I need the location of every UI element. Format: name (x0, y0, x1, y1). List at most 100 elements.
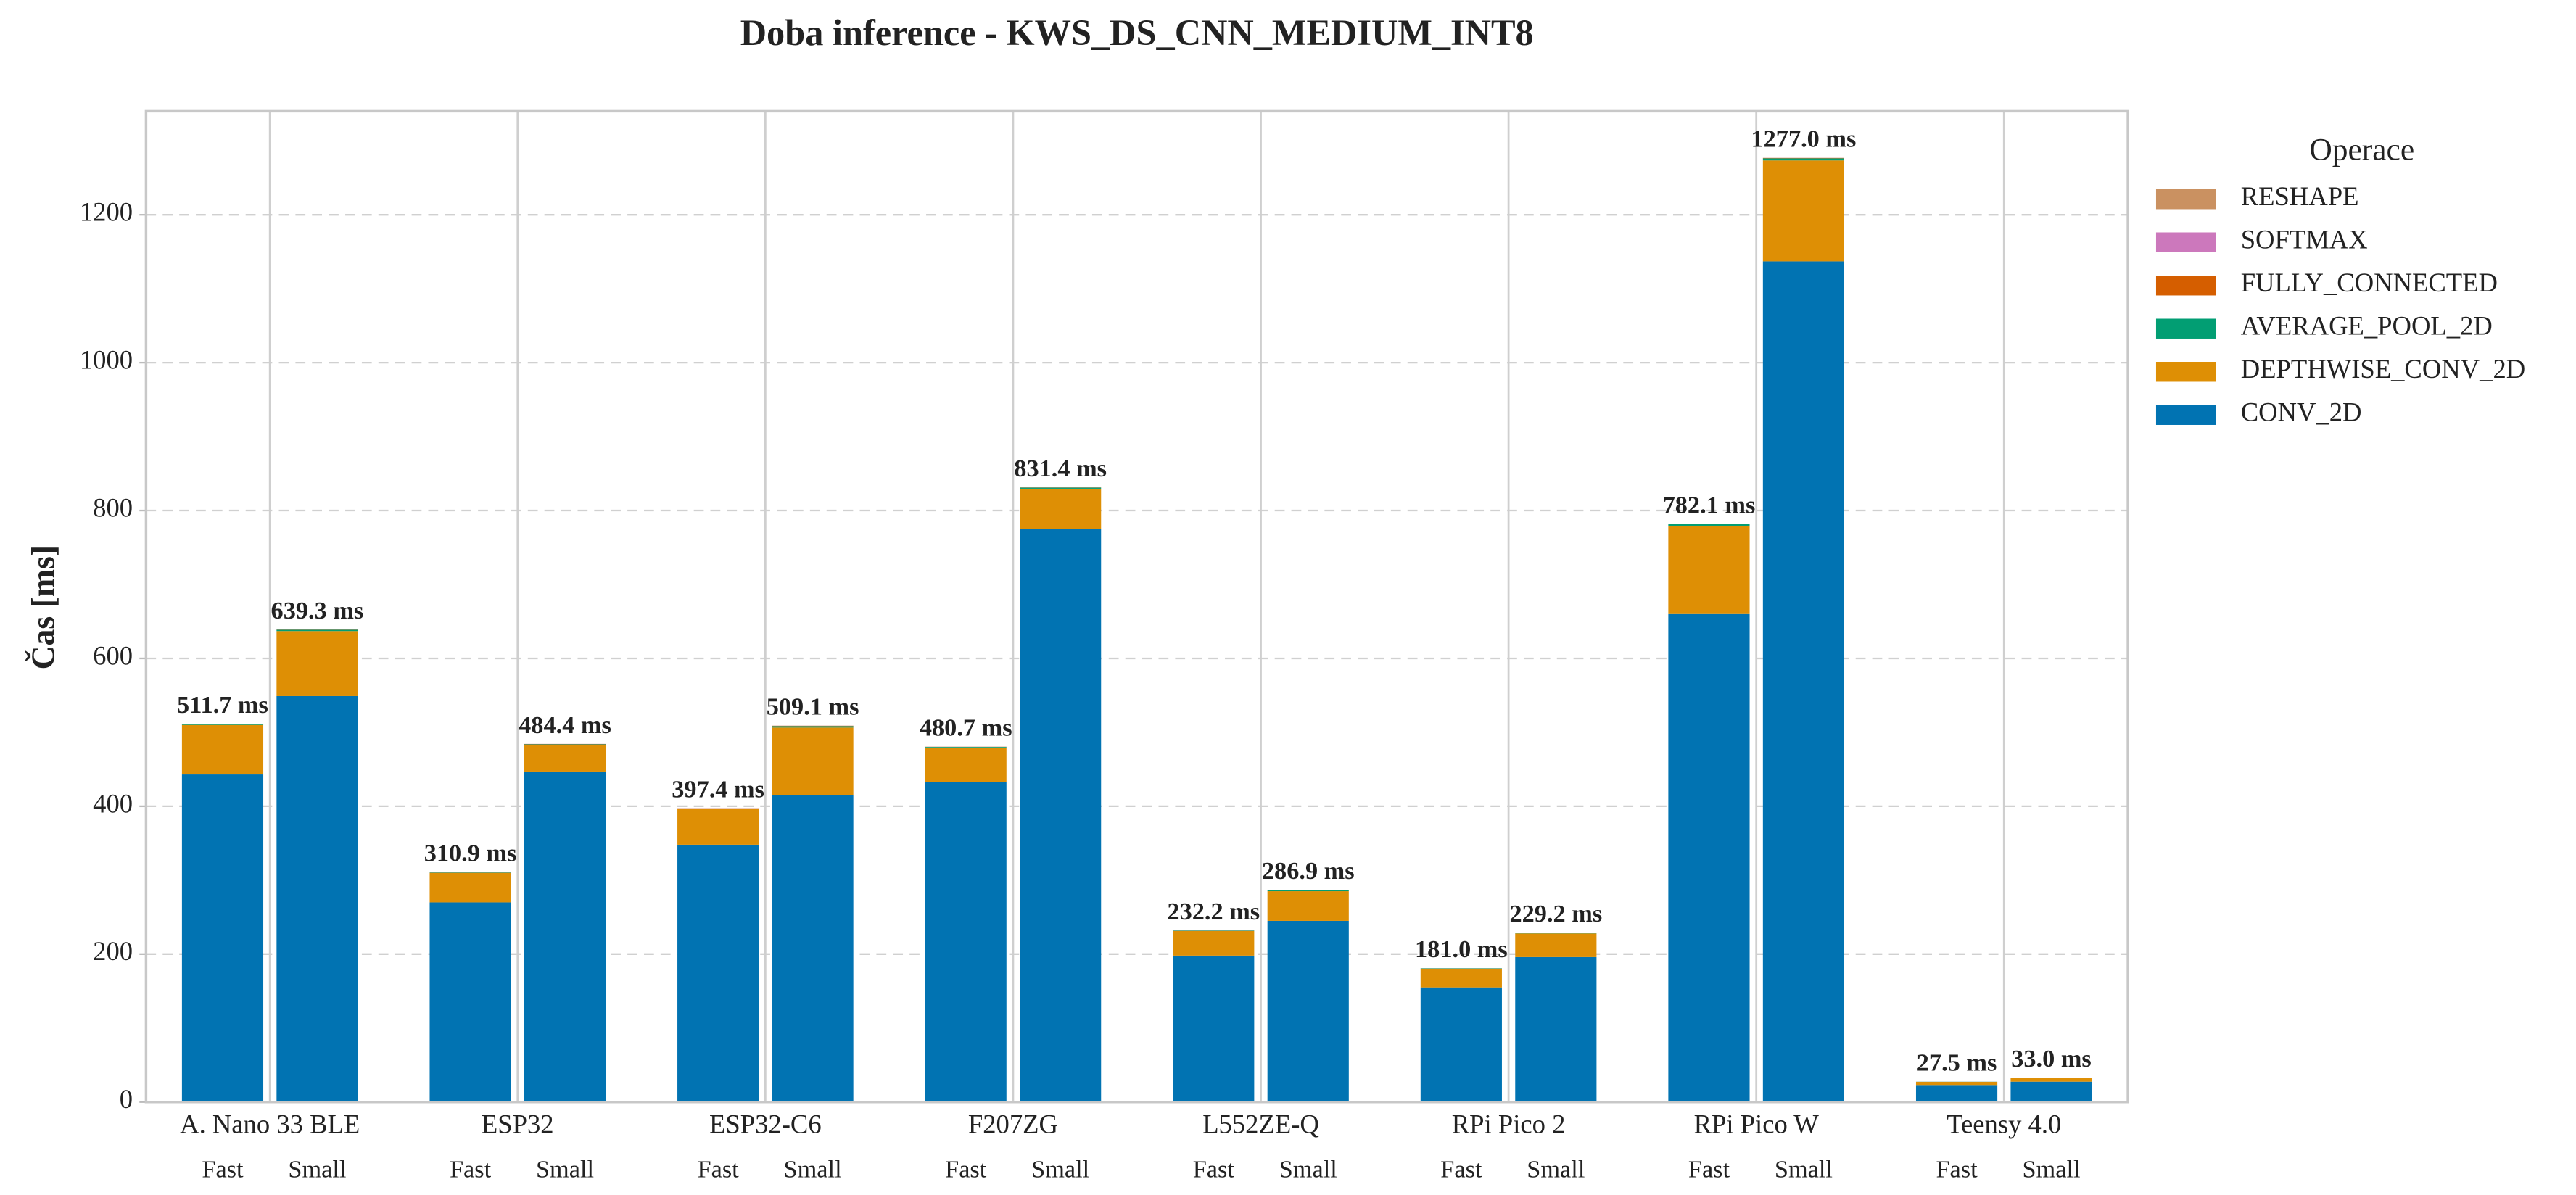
bar-segment (2010, 1081, 2092, 1102)
total-label: 229.2 ms (1509, 900, 1602, 927)
bar-segment (1173, 955, 1255, 1102)
bar-segment (524, 745, 606, 772)
y-tick-label: 200 (93, 936, 133, 966)
bar-segment (181, 724, 264, 725)
bar-segment (1420, 968, 1502, 969)
total-label: 484.4 ms (519, 711, 611, 739)
y-tick-label: 800 (93, 492, 133, 522)
bar-segment (276, 629, 358, 632)
x-tick-label: RPi Pico 2 (1452, 1109, 1566, 1138)
y-axis-label: Čas [ms] (25, 545, 62, 670)
legend-label: FULLY_CONNECTED (2241, 268, 2498, 297)
bar-segment (1915, 1082, 1998, 1086)
legend-label: CONV_2D (2241, 397, 2362, 427)
x-tick-label: ESP32-C6 (709, 1109, 822, 1138)
bar-segment (276, 631, 358, 696)
total-label: 181.0 ms (1415, 935, 1508, 963)
bar-segment (1267, 920, 1349, 1102)
x-tick-label: ESP32 (482, 1109, 554, 1138)
bar-segment (276, 695, 358, 1102)
legend-label: DEPTHWISE_CONV_2D (2241, 354, 2526, 384)
bar-segment (1173, 930, 1255, 931)
sub-label: Fast (1936, 1156, 1978, 1183)
bar-segment (772, 795, 854, 1102)
bar-segment (1915, 1085, 1998, 1102)
chart-title: Doba inference - KWS_DS_CNN_MEDIUM_INT8 (740, 12, 1534, 53)
bar-segment (181, 724, 264, 775)
sub-label: Fast (945, 1156, 987, 1183)
bar-segment (1420, 987, 1502, 1102)
total-label: 639.3 ms (271, 597, 364, 624)
sub-label: Small (784, 1156, 842, 1183)
bar-segment (1173, 930, 1255, 956)
bar-segment (1762, 261, 1844, 1102)
x-tick-label: F207ZG (968, 1109, 1058, 1138)
sub-label: Small (1031, 1156, 1089, 1183)
bar-segment (524, 744, 606, 745)
bar-segment (1020, 529, 1102, 1102)
legend-label: AVERAGE_POOL_2D (2241, 311, 2493, 341)
sub-label: Fast (450, 1156, 492, 1183)
bar-segment (1515, 956, 1597, 1102)
legend-swatch (2155, 232, 2216, 252)
sub-label: Fast (1440, 1156, 1482, 1183)
y-tick-label: 0 (120, 1084, 133, 1114)
sub-label: Small (1279, 1156, 1337, 1183)
legend-swatch (2155, 276, 2216, 296)
total-label: 232.2 ms (1167, 898, 1260, 925)
total-label: 33.0 ms (2011, 1045, 2092, 1072)
y-tick-label: 400 (93, 788, 133, 818)
total-label: 782.1 ms (1663, 491, 1756, 518)
total-label: 831.4 ms (1014, 455, 1107, 482)
x-tick-label: L552ZE-Q (1202, 1109, 1319, 1138)
bar-segment (429, 902, 511, 1102)
total-label: 397.4 ms (672, 776, 764, 803)
legend-title: Operace (2309, 133, 2414, 168)
bar-segment (429, 872, 511, 903)
bar-segment (1668, 526, 1750, 614)
bar-segment (1420, 968, 1502, 988)
bar-segment (524, 771, 606, 1102)
x-tick-label: RPi Pico W (1694, 1109, 1820, 1138)
legend-label: RESHAPE (2241, 181, 2359, 211)
bar-segment (772, 726, 854, 728)
bar-segment (1762, 158, 1844, 161)
y-tick-label: 1200 (80, 197, 133, 227)
total-label: 511.7 ms (177, 691, 268, 719)
bar-segment (181, 774, 264, 1102)
sub-label: Fast (1688, 1156, 1730, 1183)
bar-segment (925, 747, 1007, 782)
bar-segment (1668, 524, 1750, 526)
bar-segment (1762, 160, 1844, 262)
sub-label: Fast (698, 1156, 740, 1183)
bar-segment (1668, 613, 1750, 1102)
bar-segment (1762, 157, 1844, 159)
total-label: 27.5 ms (1917, 1049, 1997, 1077)
sub-label: Small (1775, 1156, 1833, 1183)
bar-segment (925, 747, 1007, 748)
legend-swatch (2155, 405, 2216, 425)
plot-frame (144, 109, 2129, 1104)
legend-swatch (2155, 362, 2216, 382)
bar-segment (1267, 891, 1349, 921)
y-tick-label: 600 (93, 640, 133, 670)
bar-segment (1020, 487, 1102, 489)
bar-segment (772, 727, 854, 795)
bar-segment (1020, 488, 1102, 529)
bar-segment (1267, 890, 1349, 892)
total-label: 480.7 ms (920, 714, 1012, 742)
legend-swatch (2155, 318, 2216, 339)
total-label: 1277.0 ms (1751, 125, 1856, 153)
sub-label: Fast (202, 1156, 244, 1183)
x-tick-label: A. Nano 33 BLE (180, 1109, 360, 1138)
sub-label: Fast (1193, 1156, 1235, 1183)
total-label: 310.9 ms (424, 840, 517, 867)
legend-label: SOFTMAX (2241, 225, 2368, 255)
bar-segment (677, 844, 759, 1102)
sub-label: Small (1527, 1156, 1585, 1183)
total-label: 509.1 ms (767, 693, 859, 721)
bar-segment (925, 782, 1007, 1102)
bar-segment (677, 809, 759, 845)
